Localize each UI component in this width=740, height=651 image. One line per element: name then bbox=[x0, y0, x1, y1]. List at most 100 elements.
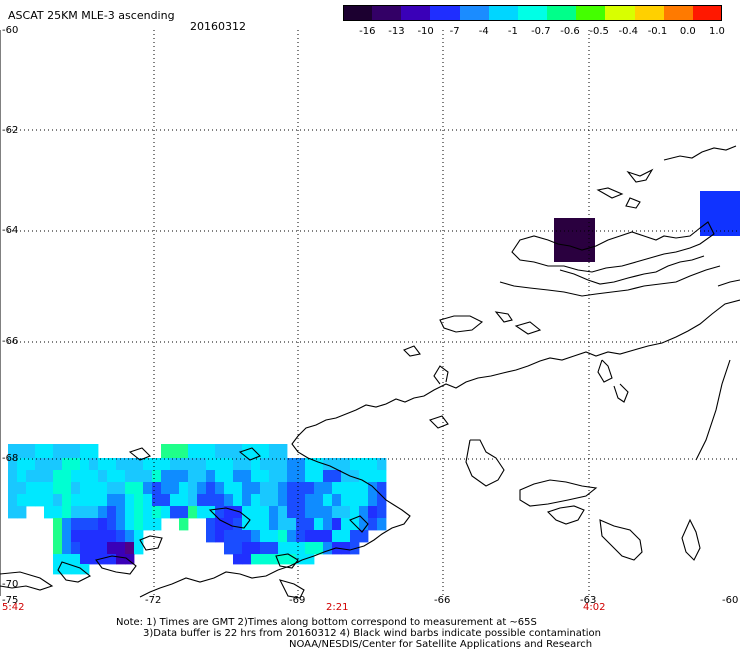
swath-cell bbox=[188, 458, 198, 471]
swath-cell bbox=[350, 530, 360, 543]
swath-cell bbox=[134, 506, 144, 519]
lon-label-69: -69 bbox=[289, 595, 306, 606]
swath-cell bbox=[287, 494, 297, 507]
swath-cell bbox=[62, 444, 72, 459]
swath-cell bbox=[107, 542, 117, 555]
footnote-line-1: Note: 1) Times are GMT 2)Times along bot… bbox=[116, 617, 537, 628]
swath-cell bbox=[269, 482, 279, 495]
swath-cell bbox=[224, 494, 234, 507]
swath-patch-east bbox=[700, 191, 740, 236]
swath-cell bbox=[8, 494, 18, 507]
swath-cell bbox=[242, 470, 252, 483]
colorbar-swatch bbox=[343, 5, 373, 21]
colorbar-tick-label: 0.0 bbox=[679, 26, 696, 37]
swath-cell bbox=[161, 506, 171, 519]
swath-cell bbox=[116, 554, 126, 565]
swath-cell bbox=[323, 518, 333, 531]
swath-cell bbox=[53, 470, 63, 483]
swath-cell bbox=[305, 530, 315, 543]
swath-cell bbox=[242, 542, 252, 555]
colorbar-tick-label: -0.5 bbox=[589, 26, 609, 37]
swath-cell bbox=[341, 542, 351, 555]
swath-cell bbox=[278, 542, 288, 555]
lat-label-62: -62 bbox=[2, 125, 19, 136]
swath-cell bbox=[107, 530, 117, 543]
swath-cell bbox=[116, 458, 126, 471]
swath-cell bbox=[161, 482, 171, 495]
swath-cell bbox=[215, 530, 225, 543]
swath-cell bbox=[269, 554, 279, 565]
swath-cell bbox=[359, 518, 369, 531]
swath-cell bbox=[305, 554, 315, 565]
swath-cell bbox=[116, 542, 126, 555]
swath-cell bbox=[161, 494, 171, 507]
swath-cell bbox=[134, 530, 144, 543]
swath-cell bbox=[197, 458, 207, 471]
swath-cell bbox=[323, 458, 333, 471]
swath-cell bbox=[251, 494, 261, 507]
swath-cell bbox=[188, 506, 198, 519]
time-label-left: 5:42 bbox=[2, 602, 25, 613]
swath-cell bbox=[359, 530, 369, 543]
swath-cell bbox=[278, 444, 288, 459]
swath-cell bbox=[179, 458, 189, 471]
swath-cell bbox=[80, 470, 90, 483]
swath-cell bbox=[98, 530, 108, 543]
swath-cell bbox=[152, 506, 162, 519]
swath-cell bbox=[368, 506, 378, 519]
swath-cell bbox=[350, 506, 360, 519]
swath-cell bbox=[242, 530, 252, 543]
swath-cell bbox=[62, 542, 72, 555]
swath-cell bbox=[323, 494, 333, 507]
swath-cell bbox=[305, 470, 315, 483]
swath-cell bbox=[278, 482, 288, 495]
swath-cell bbox=[287, 458, 297, 471]
lat-label-68: -68 bbox=[2, 453, 19, 464]
swath-cell bbox=[107, 554, 117, 565]
swath-cell bbox=[152, 518, 162, 531]
swath-cell bbox=[89, 458, 99, 471]
swath-cell bbox=[359, 494, 369, 507]
swath-cell bbox=[107, 458, 117, 471]
swath-cell bbox=[278, 506, 288, 519]
swath-cell bbox=[269, 530, 279, 543]
swath-cell bbox=[251, 470, 261, 483]
swath-cell bbox=[368, 458, 378, 471]
lon-label-60: -60 bbox=[722, 595, 739, 606]
swath-cell bbox=[278, 470, 288, 483]
swath-cell bbox=[260, 458, 270, 471]
swath-cell bbox=[53, 444, 63, 459]
swath-cell bbox=[125, 530, 135, 543]
swath-cell bbox=[179, 506, 189, 519]
swath-cell bbox=[332, 494, 342, 507]
coastline bbox=[0, 145, 740, 599]
swath-cell bbox=[215, 518, 225, 531]
swath-cell bbox=[80, 458, 90, 471]
swath-cell bbox=[62, 518, 72, 531]
swath-cell bbox=[179, 518, 189, 531]
swath-cell bbox=[8, 482, 18, 495]
swath-cell bbox=[260, 494, 270, 507]
swath-cell bbox=[170, 458, 180, 471]
swath-cell bbox=[251, 482, 261, 495]
swath-cell bbox=[224, 458, 234, 471]
swath-cell bbox=[53, 554, 63, 565]
swath-cell bbox=[260, 542, 270, 555]
swath-cell bbox=[35, 482, 45, 495]
swath-cell bbox=[332, 470, 342, 483]
swath-cell bbox=[80, 542, 90, 555]
swath-cell bbox=[224, 530, 234, 543]
swath-cell bbox=[215, 494, 225, 507]
swath-cell bbox=[170, 444, 180, 459]
swath-cell bbox=[107, 506, 117, 519]
swath-cell bbox=[71, 554, 81, 565]
swath-cell bbox=[269, 494, 279, 507]
footnote-credit: NOAA/NESDIS/Center for Satellite Applica… bbox=[289, 639, 593, 650]
swath-cell bbox=[287, 554, 297, 565]
swath-cell bbox=[53, 506, 63, 519]
swath-cell bbox=[305, 518, 315, 531]
swath-cell bbox=[251, 554, 261, 565]
swath-cell bbox=[134, 518, 144, 531]
swath-cell bbox=[260, 506, 270, 519]
swath-cell bbox=[98, 482, 108, 495]
